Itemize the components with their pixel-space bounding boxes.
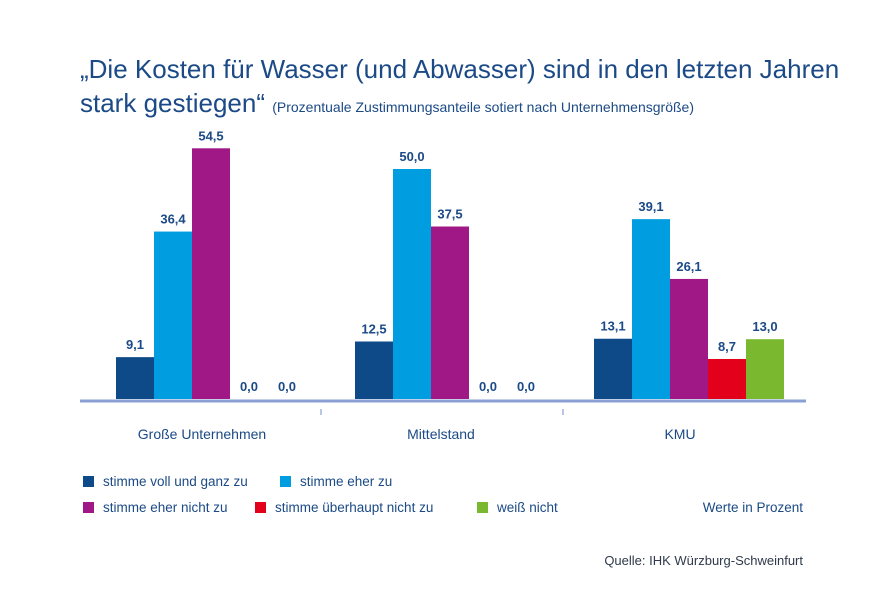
data-label: 39,1	[638, 199, 663, 214]
bar	[632, 219, 670, 399]
legend-swatch-weiss-nicht	[477, 502, 488, 513]
bar	[431, 226, 469, 399]
source-note: Quelle: IHK Würzburg-Schweinfurt	[604, 553, 803, 568]
legend-label: stimme überhaupt nicht zu	[275, 500, 434, 515]
legend-label: weiß nicht	[497, 500, 558, 515]
bar	[116, 357, 154, 399]
chart-subtitle: (Prozentuale Zustimmungsanteile sotiert …	[272, 99, 694, 115]
legend-swatch-voll	[83, 476, 94, 487]
data-label: 36,4	[160, 212, 186, 227]
bar	[355, 341, 393, 399]
legend-item-voll: stimme voll und ganz zu	[83, 474, 248, 489]
legend-label: stimme voll und ganz zu	[103, 474, 248, 489]
legend-swatch-eher-nicht	[83, 502, 94, 513]
data-label: 50,0	[399, 149, 424, 164]
data-label: 0,0	[278, 379, 296, 394]
unit-note: Werte in Prozent	[702, 500, 803, 515]
data-label: 0,0	[517, 379, 535, 394]
legend-item-eher-nicht: stimme eher nicht zu	[83, 500, 228, 515]
category-label: KMU	[664, 426, 695, 442]
data-label: 0,0	[240, 379, 258, 394]
bar	[670, 278, 708, 399]
legend-item-eher: stimme eher zu	[280, 474, 392, 489]
data-label: 8,7	[718, 339, 736, 354]
legend-label: stimme eher nicht zu	[103, 500, 228, 515]
legend-item-weiss-nicht: weiß nicht	[477, 500, 558, 515]
legend-label: stimme eher zu	[300, 474, 393, 489]
data-label: 37,5	[437, 207, 462, 222]
bar	[746, 339, 784, 399]
category-label: Mittelstand	[407, 426, 475, 442]
data-label: 12,5	[361, 322, 386, 337]
data-label: 54,5	[198, 128, 223, 143]
bar	[708, 358, 746, 399]
bar	[192, 148, 230, 399]
bar	[393, 169, 431, 399]
legend-item-ueberhaupt-nicht: stimme überhaupt nicht zu	[255, 500, 433, 515]
legend-swatch-ueberhaupt-nicht	[255, 502, 266, 513]
data-label: 13,0	[752, 319, 777, 334]
data-label: 0,0	[479, 379, 497, 394]
legend-swatch-eher	[280, 476, 291, 487]
chart-title: „Die Kosten für Wasser (und Abwasser) si…	[80, 52, 840, 124]
chart-title-main: „Die Kosten für Wasser (und Abwasser) si…	[80, 54, 840, 118]
bar	[154, 231, 192, 399]
category-label: Große Unternehmen	[138, 426, 266, 442]
bar	[594, 338, 632, 399]
data-label: 26,1	[676, 259, 701, 274]
data-label: 9,1	[126, 337, 144, 352]
data-label: 13,1	[600, 319, 625, 334]
